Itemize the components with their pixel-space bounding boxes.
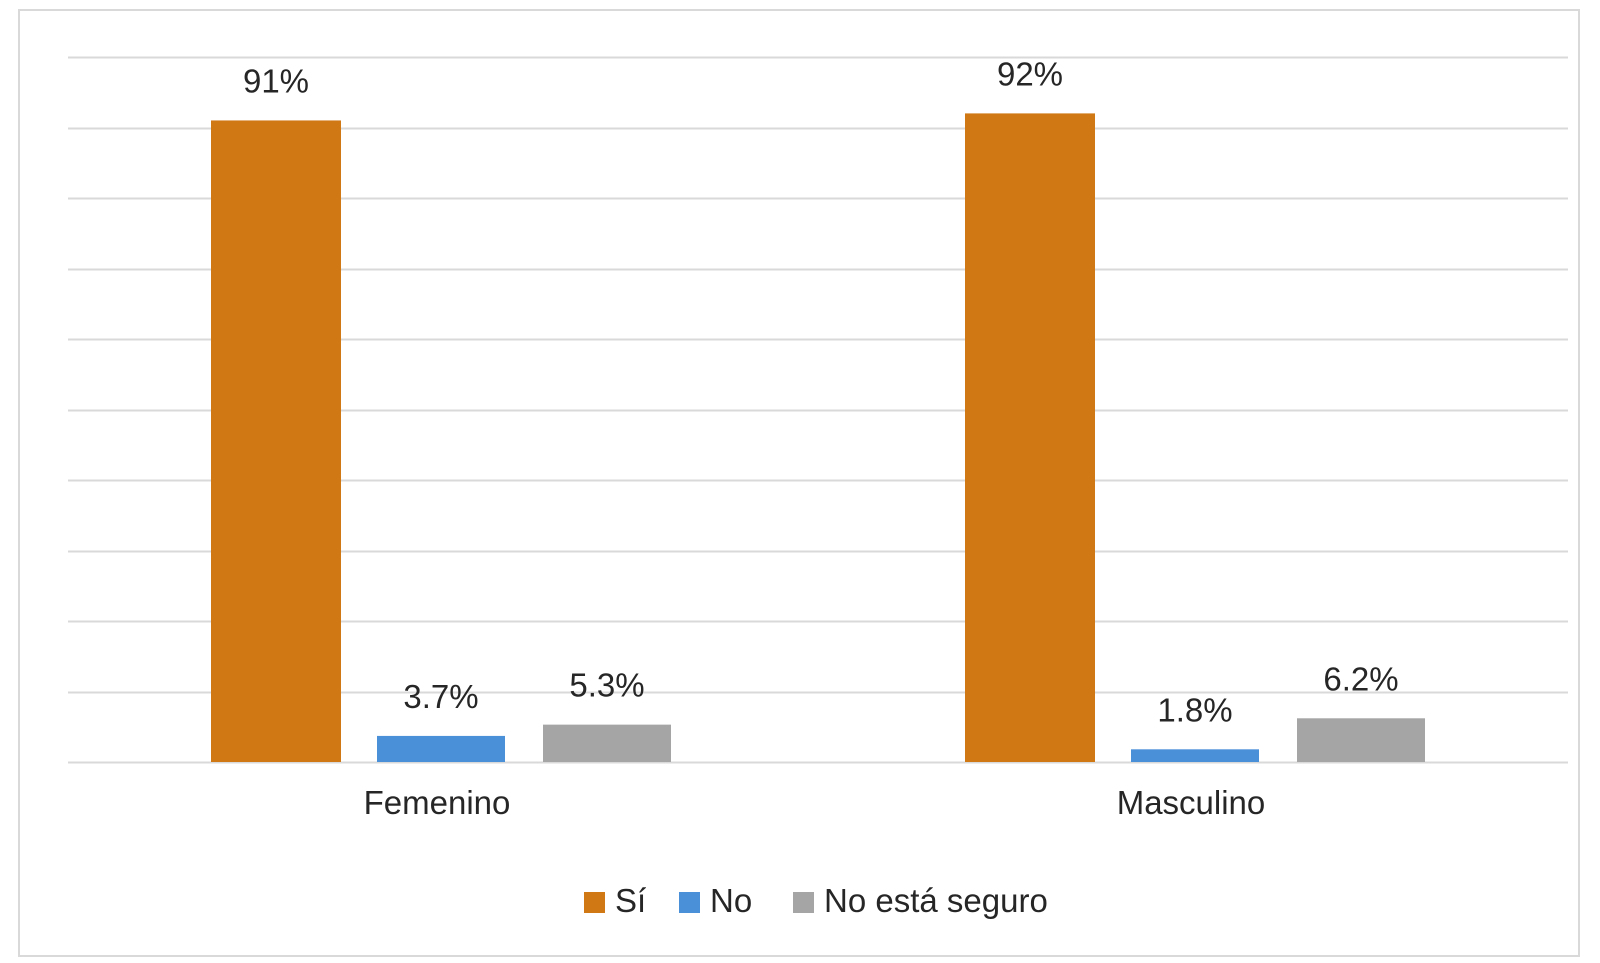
- bar-no-está-seguro-femenino: [543, 724, 671, 762]
- bar-sí-masculino: [965, 113, 1095, 762]
- bars: [211, 113, 1425, 762]
- legend-swatch: [679, 892, 700, 913]
- x-tick-label: Femenino: [364, 784, 511, 821]
- data-label: 92%: [997, 55, 1063, 92]
- data-label: 3.7%: [403, 678, 478, 715]
- data-label: 1.8%: [1157, 691, 1232, 728]
- legend-swatch: [793, 892, 814, 913]
- data-label: 91%: [243, 62, 309, 99]
- bar-sí-femenino: [211, 120, 341, 762]
- data-label: 6.2%: [1323, 660, 1398, 697]
- bar-no-femenino: [377, 735, 505, 762]
- data-labels: 91% 92% 3.7% 1.8% 5.3% 6.2%: [243, 55, 1399, 728]
- legend-label: No está seguro: [824, 882, 1048, 919]
- bar-no-masculino: [1131, 749, 1259, 762]
- legend-swatch: [584, 892, 605, 913]
- data-label: 5.3%: [569, 667, 644, 704]
- bar-no-está-seguro-masculino: [1297, 718, 1425, 762]
- x-tick-labels: Femenino Masculino: [364, 784, 1266, 821]
- legend-label: No: [710, 882, 752, 919]
- x-tick-label: Masculino: [1117, 784, 1266, 821]
- legend: Sí No No está seguro: [584, 882, 1048, 919]
- legend-label: Sí: [615, 882, 646, 919]
